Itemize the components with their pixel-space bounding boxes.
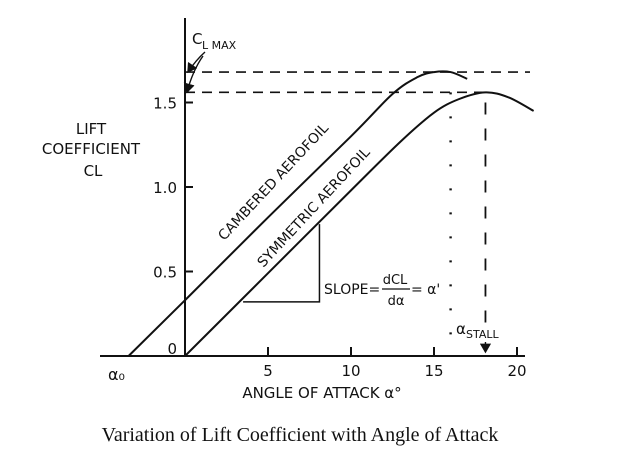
slope-triangle — [243, 224, 321, 303]
slope-rhs: = α' — [411, 282, 440, 298]
cl-max-label: C — [192, 30, 202, 48]
x-tick-label: 5 — [263, 362, 273, 380]
x-tick-label: 20 — [507, 362, 526, 380]
symmetric-aerofoil-label: SYMMETRIC AEROFOIL — [255, 145, 374, 271]
cl-max-subscript: L MAX — [202, 39, 237, 52]
x-tick-label: 10 — [341, 362, 360, 380]
y-axis-title-line2: COEFFICIENT — [42, 140, 141, 158]
x-axis-title: ANGLE OF ATTACK α° — [242, 384, 401, 402]
alpha-zero-lift-label: α₀ — [108, 365, 125, 384]
y-axis-title-line1: LIFT — [76, 120, 107, 138]
y-axis-title-line3: CL — [84, 162, 103, 180]
cl-max-arrow-1 — [187, 51, 206, 74]
alpha-stall-subscript: STALL — [466, 328, 500, 341]
y-tick-label: 0.5 — [153, 264, 177, 282]
y-tick-label: 1.5 — [153, 95, 177, 113]
slope-text: SLOPE= — [324, 282, 380, 298]
slope-denominator: dα — [388, 294, 405, 309]
origin-label: 0 — [167, 340, 177, 358]
slope-numerator: dCL — [383, 273, 408, 288]
alpha-stall-label: α — [456, 320, 466, 338]
x-tick-label: 15 — [424, 362, 443, 380]
figure-caption: Variation of Lift Coefficient with Angle… — [101, 424, 499, 446]
symmetric-aerofoil-line — [184, 91, 535, 357]
cl-max-arrow-2 — [183, 55, 204, 94]
y-tick-label: 1.0 — [153, 179, 177, 197]
